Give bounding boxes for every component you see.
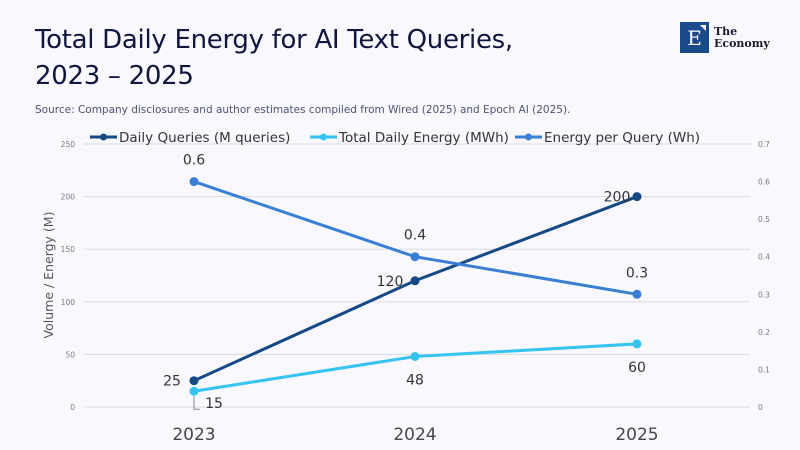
chart-title-line-2: 2023 – 2025: [35, 61, 194, 91]
data-labels: 25 120 200 15 48 60 0.6 0.4 0.3: [163, 153, 648, 413]
y-tick-label: 150: [61, 245, 76, 254]
data-point[interactable]: [632, 339, 642, 349]
left-y-axis: 0 50 100 150 200 250: [61, 140, 76, 412]
chart-title-line-1: Total Daily Energy for AI Text Queries,: [35, 25, 513, 55]
legend-label: Energy per Query (Wh): [544, 130, 700, 146]
logo-wordmark: The Economy: [714, 24, 770, 50]
legend-item[interactable]: Total Daily Energy (MWh): [310, 130, 509, 146]
y-axis-label: Volume / Energy (M): [41, 212, 56, 339]
legend-item[interactable]: Daily Queries (M queries): [90, 130, 290, 146]
chart-title: Total Daily Energy for AI Text Queries, …: [35, 22, 595, 94]
x-tick-label: 2023: [172, 425, 215, 445]
data-label: 15: [205, 396, 223, 412]
y-tick-label: 50: [65, 350, 75, 359]
y2-tick-label: 0.1: [758, 365, 770, 374]
data-point[interactable]: [410, 276, 420, 286]
legend-marker-icon: [525, 133, 532, 141]
y-tick-label: 200: [61, 193, 76, 202]
right-y-axis: 0 0.1 0.2 0.3 0.4 0.5 0.6 0.7: [758, 140, 770, 412]
y2-tick-label: 0.7: [758, 140, 770, 149]
data-point[interactable]: [410, 252, 420, 262]
logo-e-icon: E: [680, 22, 709, 53]
label-leader-line: [193, 396, 200, 410]
the-economy-logo: E The Economy: [680, 22, 770, 53]
x-tick-label: 2024: [393, 425, 436, 445]
chart-source-note: Source: Company disclosures and author e…: [35, 104, 571, 116]
legend-item[interactable]: Energy per Query (Wh): [515, 130, 700, 146]
data-label: 60: [628, 360, 646, 376]
data-label: 0.6: [183, 153, 205, 169]
data-label: 25: [163, 374, 181, 390]
x-tick-label: 2025: [615, 425, 658, 445]
y2-tick-label: 0.2: [758, 328, 770, 337]
data-label: 0.4: [404, 228, 426, 244]
legend-label: Total Daily Energy (MWh): [338, 130, 509, 146]
legend-marker-icon: [100, 133, 107, 141]
legend-label: Daily Queries (M queries): [119, 130, 290, 146]
y2-tick-label: 0.3: [758, 290, 770, 299]
data-label: 48: [406, 373, 424, 389]
data-point[interactable]: [189, 376, 199, 386]
y2-tick-label: 0.5: [758, 215, 770, 224]
data-point[interactable]: [632, 289, 642, 299]
data-label: 120: [377, 274, 404, 290]
y2-tick-label: 0.6: [758, 178, 770, 187]
y2-tick-label: 0.4: [758, 253, 770, 262]
legend: Daily Queries (M queries) Total Daily Ene…: [90, 130, 700, 146]
y-tick-label: 100: [61, 298, 76, 307]
gridlines: [84, 143, 750, 408]
y-tick-label: 0: [70, 403, 75, 412]
y2-tick-label: 0: [758, 403, 763, 412]
series-lines: [189, 177, 642, 396]
data-label: 200: [604, 190, 631, 206]
legend-marker-icon: [320, 133, 327, 141]
data-point[interactable]: [632, 192, 642, 202]
y-tick-label: 250: [61, 140, 76, 149]
data-point[interactable]: [189, 386, 199, 396]
data-label: 0.3: [626, 265, 648, 281]
data-point[interactable]: [189, 177, 199, 187]
data-point[interactable]: [410, 352, 420, 362]
x-axis: 2023 2024 2025: [172, 425, 658, 445]
